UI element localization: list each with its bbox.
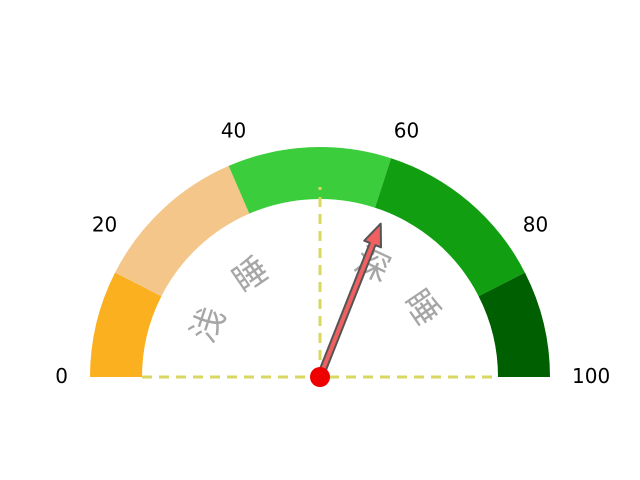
needle-pivot bbox=[310, 367, 330, 387]
needle-arrow bbox=[316, 222, 383, 380]
tick-label-100: 100 bbox=[572, 364, 610, 388]
gauge-band-1 bbox=[115, 165, 250, 297]
tick-label-20: 20 bbox=[92, 212, 117, 236]
zone-label-0-char-1: 睡 bbox=[226, 249, 277, 301]
tick-label-80: 80 bbox=[523, 212, 548, 236]
gauge-band-0 bbox=[90, 272, 162, 377]
gauge-needle bbox=[310, 222, 383, 387]
gauge-band-4 bbox=[478, 272, 550, 377]
zone-label-0-char-0: 浅 bbox=[183, 301, 234, 349]
tick-label-60: 60 bbox=[394, 119, 419, 143]
tick-label-0: 0 bbox=[55, 364, 68, 388]
tick-label-40: 40 bbox=[221, 119, 246, 143]
zone-label-1-char-1: 睡 bbox=[396, 283, 448, 334]
zone-labels: 浅睡 深睡 bbox=[183, 240, 447, 348]
tick-labels: 0 20 40 60 80 100 bbox=[55, 119, 610, 388]
gauge-band-3 bbox=[375, 158, 525, 297]
gauge-bands bbox=[90, 147, 550, 377]
gauge-band-2 bbox=[228, 147, 392, 214]
